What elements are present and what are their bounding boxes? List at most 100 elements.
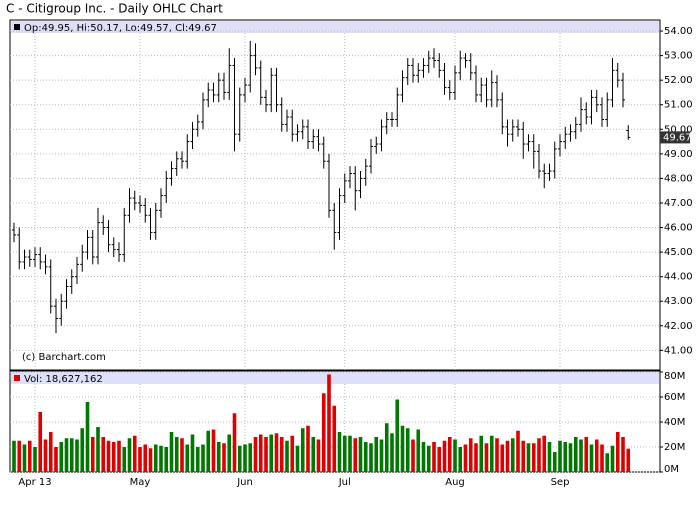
volume-bar xyxy=(531,443,536,472)
volume-bar xyxy=(216,442,221,472)
volume-bar xyxy=(237,445,242,472)
volume-bar xyxy=(421,442,426,472)
volume-bar xyxy=(626,448,631,472)
y-tick-label: 41.00 xyxy=(664,345,693,356)
volume-bar xyxy=(374,437,379,472)
volume-bar xyxy=(232,413,237,472)
volume-bar xyxy=(85,402,90,472)
volume-bar xyxy=(54,447,58,472)
volume-bar xyxy=(48,432,53,472)
volume-bar xyxy=(405,428,410,472)
y-tick-label: 48.00 xyxy=(664,173,693,184)
volume-bar xyxy=(510,438,515,472)
volume-bar xyxy=(589,444,594,472)
volume-bar xyxy=(327,374,331,472)
volume-bar xyxy=(153,444,158,472)
volume-bar xyxy=(174,437,179,472)
volume-bar xyxy=(143,444,148,472)
price-legend: Op:49.95, Hi:50.17, Lo:49.57, Cl:49.67 xyxy=(24,23,217,34)
y-tick-label: 45.00 xyxy=(664,247,693,258)
volume-bar xyxy=(426,445,431,472)
y2-tick-label: 60M xyxy=(664,392,685,403)
volume-bar xyxy=(463,444,468,472)
volume-bar xyxy=(274,433,279,472)
volume-bar xyxy=(411,439,415,472)
volume-bar xyxy=(332,405,337,472)
last-price-label: 49.67 xyxy=(663,132,692,143)
volume-bar xyxy=(437,447,442,472)
price-legend-band xyxy=(11,21,659,33)
volume-bar xyxy=(447,437,452,472)
y-tick-label: 53.00 xyxy=(664,51,693,62)
volume-bar xyxy=(353,438,358,472)
volume-bar xyxy=(579,439,583,472)
volume-bar xyxy=(300,428,305,472)
volume-bar xyxy=(400,425,405,472)
volume-bar xyxy=(432,442,436,472)
price-legend-icon xyxy=(14,24,20,30)
y-tick-label: 54.00 xyxy=(664,26,693,37)
volume-bar xyxy=(306,425,310,472)
volume-bar xyxy=(552,452,557,472)
volume-bar xyxy=(584,437,589,472)
y-tick-label: 51.00 xyxy=(664,100,693,111)
y2-tick-label: 0M xyxy=(664,464,679,475)
volume-bar xyxy=(526,443,531,472)
volume-bar xyxy=(600,444,604,472)
volume-bar xyxy=(379,439,384,472)
volume-legend-band xyxy=(11,372,659,384)
volume-bar xyxy=(442,440,447,472)
volume-bar xyxy=(474,443,478,472)
volume-bar xyxy=(369,443,373,472)
volume-bar xyxy=(516,430,520,472)
volume-bar xyxy=(342,435,347,472)
volume-bar xyxy=(22,444,27,472)
volume-bar xyxy=(138,447,142,472)
volume-bar xyxy=(227,434,232,472)
volume-bar xyxy=(43,439,48,472)
volume-bar xyxy=(615,432,620,472)
volume-bar xyxy=(290,435,295,472)
volume-bar xyxy=(295,445,300,472)
x-tick-label: May xyxy=(130,477,151,488)
volume-bar xyxy=(285,440,289,472)
volume-bar xyxy=(547,442,552,472)
volume-bar xyxy=(132,435,137,472)
volume-bar xyxy=(180,438,184,472)
y-tick-label: 52.00 xyxy=(664,75,693,86)
volume-bar xyxy=(258,434,263,472)
volume-bar xyxy=(195,447,200,472)
y-tick-label: 50.00 xyxy=(664,124,693,135)
volume-bar xyxy=(605,453,610,472)
volume-bar xyxy=(206,430,211,472)
volume-bar xyxy=(27,440,32,472)
volume-bar xyxy=(185,444,190,472)
volume-bar xyxy=(521,440,526,472)
volume-bar xyxy=(106,440,111,472)
volume-bar xyxy=(253,437,258,472)
volume-bar xyxy=(269,434,274,472)
y-tick-label: 43.00 xyxy=(664,296,693,307)
volume-bar xyxy=(484,443,489,472)
price-panel xyxy=(9,19,661,371)
volume-bar xyxy=(348,435,352,472)
volume-bar xyxy=(495,438,499,472)
volume-bar xyxy=(489,435,494,472)
volume-bar xyxy=(542,435,547,472)
y-tick-label: 49.00 xyxy=(664,149,693,160)
volume-bar xyxy=(458,447,463,472)
volume-bar xyxy=(64,438,69,472)
volume-bar xyxy=(416,429,421,472)
volume-bar xyxy=(384,423,389,472)
volume-bar xyxy=(316,439,321,472)
y2-tick-label: 20M xyxy=(664,442,685,453)
x-tick-label: Apr 13 xyxy=(18,477,51,488)
volume-bar xyxy=(558,440,562,472)
volume-bar xyxy=(337,432,342,472)
chart-title: C - Citigroup Inc. - Daily OHLC Chart xyxy=(6,2,223,16)
volume-bar xyxy=(122,447,127,472)
volume-bar xyxy=(390,433,394,472)
volume-bar xyxy=(573,437,578,472)
volume-bar xyxy=(468,438,473,472)
